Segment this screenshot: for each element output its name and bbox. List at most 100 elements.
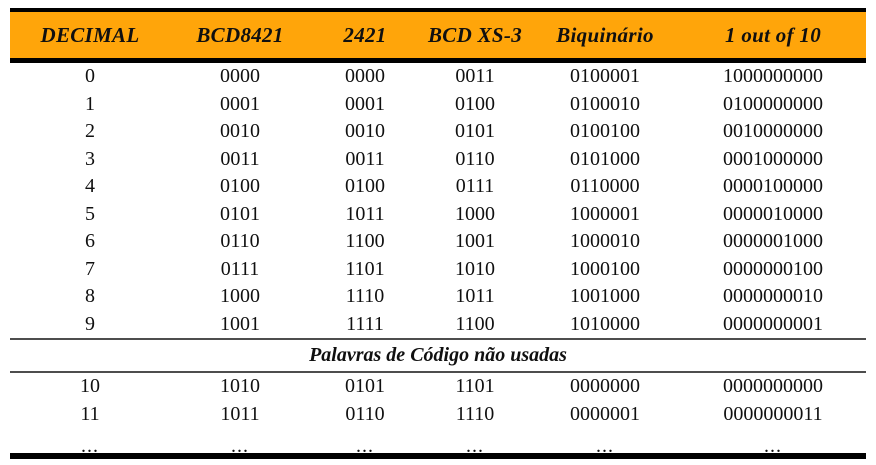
cell-c2421: 0001 <box>345 92 385 115</box>
cell-oneoutof10: 0000000001 <box>723 312 823 335</box>
cell-decimal: 6 <box>85 230 95 253</box>
table-row: 2 0010 0010 0101 0100100 0010000000 <box>10 118 866 146</box>
cell-decimal: 3 <box>85 147 95 170</box>
table-row: 6 0110 1100 1001 1000010 0000001000 <box>10 228 866 256</box>
unused-codewords-divider: Palavras de Código não usadas <box>10 338 866 373</box>
cell-biquinario: 0100010 <box>570 92 640 115</box>
header-row: DECIMAL BCD8421 2421 BCD XS-3 Biquinário… <box>10 8 866 63</box>
cell-bcd8421: 1011 <box>220 402 260 425</box>
table-row: 3 0011 0011 0110 0101000 0001000000 <box>10 146 866 174</box>
cell-biquinario: 0100100 <box>570 120 640 143</box>
cell-bcdxs3: 0011 <box>455 65 495 88</box>
cell-oneoutof10: 0000000100 <box>723 257 823 280</box>
cell-bcd8421: 0010 <box>220 120 260 143</box>
cell-c2421: 1011 <box>345 202 385 225</box>
cell-c2421: 0100 <box>345 175 385 198</box>
cell-oneoutof10: 0000001000 <box>723 230 823 253</box>
cell-bcdxs3: 1100 <box>455 312 495 335</box>
cell-bcd8421: 1010 <box>220 375 260 398</box>
table-row: 1 0001 0001 0100 0100010 0100000000 <box>10 91 866 119</box>
cell-biquinario: 0000001 <box>570 402 640 425</box>
cell-biquinario: ... <box>596 435 614 457</box>
cell-bcd8421: ... <box>231 435 249 457</box>
cell-decimal: 8 <box>85 285 95 308</box>
table-row: 10 1010 0101 1101 0000000 0000000000 <box>10 372 866 401</box>
column-header-bcd-xs3: BCD XS-3 <box>420 8 530 63</box>
cell-bcdxs3: 1001 <box>455 230 495 253</box>
table-row: 5 0101 1011 1000 1000001 0000010000 <box>10 201 866 229</box>
cell-c2421: 0000 <box>345 65 385 88</box>
cell-decimal: 9 <box>85 312 95 335</box>
cell-oneoutof10: ... <box>764 435 782 457</box>
cell-bcdxs3: 0110 <box>455 147 495 170</box>
used-codewords-rows: 0 0000 0000 0011 0100001 1000000000 1 0001 0001 0… <box>10 61 866 340</box>
cell-c2421: ... <box>356 435 374 457</box>
table-row: 7 0111 1101 1010 1000100 0000000100 <box>10 256 866 284</box>
cell-c2421: 0110 <box>345 402 385 425</box>
cell-decimal: 0 <box>85 65 95 88</box>
cell-c2421: 0010 <box>345 120 385 143</box>
table-row: 11 1011 0110 1110 0000001 0000000011 <box>10 401 866 429</box>
cell-oneoutof10: 0000000000 <box>723 375 823 398</box>
cell-bcd8421: 1000 <box>220 285 260 308</box>
cell-biquinario: 0110000 <box>570 175 640 198</box>
table-row: 0 0000 0000 0011 0100001 1000000000 <box>10 61 866 91</box>
cell-bcdxs3: 0111 <box>455 175 495 198</box>
cell-oneoutof10: 0010000000 <box>723 120 823 143</box>
cell-biquinario: 1000100 <box>570 257 640 280</box>
cell-c2421: 1101 <box>345 257 385 280</box>
unused-codewords-rows: 10 1010 0101 1101 0000000 0000000000 11 1011 011… <box>10 372 866 456</box>
cell-c2421: 1100 <box>345 230 385 253</box>
cell-c2421: 1111 <box>346 312 384 335</box>
cell-decimal: 2 <box>85 120 95 143</box>
column-header-biquinario: Biquinário <box>530 8 680 63</box>
table-row: 8 1000 1110 1011 1001000 0000000010 <box>10 283 866 311</box>
cell-biquinario: 0101000 <box>570 147 640 170</box>
column-header-bcd8421: BCD8421 <box>170 8 310 63</box>
cell-bcdxs3: 1010 <box>455 257 495 280</box>
cell-oneoutof10: 0000010000 <box>723 202 823 225</box>
column-header-2421: 2421 <box>310 8 420 63</box>
cell-biquinario: 1001000 <box>570 285 640 308</box>
cell-bcdxs3: ... <box>466 435 484 457</box>
cell-oneoutof10: 0001000000 <box>723 147 823 170</box>
divider-section: Palavras de Código não usadas <box>10 338 866 373</box>
cell-biquinario: 1010000 <box>570 312 640 335</box>
cell-bcdxs3: 1110 <box>455 402 495 425</box>
cell-biquinario: 1000010 <box>570 230 640 253</box>
cell-oneoutof10: 0000000011 <box>723 402 823 425</box>
cell-bcdxs3: 0101 <box>455 120 495 143</box>
decimal-codes-table: DECIMAL BCD8421 2421 BCD XS-3 Biquinário… <box>10 8 866 459</box>
cell-decimal: 1 <box>85 92 95 115</box>
cell-bcdxs3: 1011 <box>455 285 495 308</box>
cell-bcd8421: 0101 <box>220 202 260 225</box>
cell-decimal: 11 <box>80 402 100 425</box>
ellipsis-row: .................. <box>10 428 866 456</box>
cell-bcdxs3: 1101 <box>455 375 495 398</box>
cell-biquinario: 0100001 <box>570 65 640 88</box>
cell-bcdxs3: 1000 <box>455 202 495 225</box>
cell-bcd8421: 0100 <box>220 175 260 198</box>
cell-biquinario: 0000000 <box>570 375 640 398</box>
cell-decimal: ... <box>81 435 99 457</box>
cell-c2421: 1110 <box>345 285 385 308</box>
table-header: DECIMAL BCD8421 2421 BCD XS-3 Biquinário… <box>10 8 866 63</box>
column-header-decimal: DECIMAL <box>10 8 170 63</box>
column-header-1-out-of-10: 1 out of 10 <box>680 8 866 63</box>
cell-bcdxs3: 0100 <box>455 92 495 115</box>
cell-c2421: 0011 <box>345 147 385 170</box>
cell-decimal: 5 <box>85 202 95 225</box>
unused-codewords-divider-label: Palavras de Código não usadas <box>10 338 866 373</box>
cell-biquinario: 1000001 <box>570 202 640 225</box>
cell-c2421: 0101 <box>345 375 385 398</box>
cell-bcd8421: 0111 <box>220 257 260 280</box>
cell-bcd8421: 1001 <box>220 312 260 335</box>
cell-bcd8421: 0110 <box>220 230 260 253</box>
cell-oneoutof10: 0100000000 <box>723 92 823 115</box>
table-row: 9 1001 1111 1100 1010000 0000000001 <box>10 311 866 340</box>
cell-bcd8421: 0001 <box>220 92 260 115</box>
cell-decimal: 7 <box>85 257 95 280</box>
cell-bcd8421: 0011 <box>220 147 260 170</box>
table-row: 4 0100 0100 0111 0110000 0000100000 <box>10 173 866 201</box>
